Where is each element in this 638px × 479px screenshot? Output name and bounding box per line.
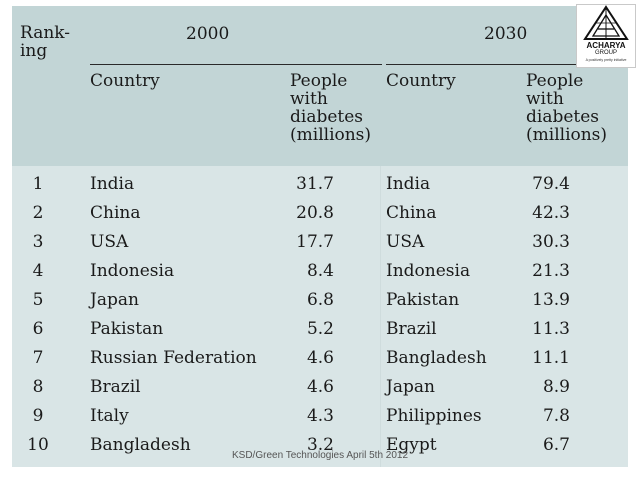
country-2000-cell: China bbox=[90, 203, 141, 223]
people-header-2000-line2: with bbox=[290, 89, 328, 109]
value-2000-cell: 4.6 bbox=[306, 348, 334, 368]
country-2030-cell: Bangladesh bbox=[386, 348, 487, 368]
ranking-header-line2: ing bbox=[20, 41, 48, 61]
ranking-header-line1: Rank- bbox=[20, 23, 71, 43]
value-2030-cell: 79.4 bbox=[532, 174, 570, 194]
country-2030-cell: India bbox=[386, 174, 431, 194]
rank-cell: 3 bbox=[32, 232, 44, 252]
country-2000-cell: Japan bbox=[90, 290, 139, 310]
people-header-2000-line1: People bbox=[290, 71, 348, 91]
country-2030-cell: Pakistan bbox=[386, 290, 460, 310]
slide-footer: KSD/Green Technologies April 5th 2012 bbox=[232, 450, 409, 461]
people-header-2030-line4: (millions) bbox=[526, 125, 608, 145]
value-2000-cell: 17.7 bbox=[296, 232, 334, 252]
country-2030-cell: Indonesia bbox=[386, 261, 471, 281]
rank-cell: 4 bbox=[32, 261, 44, 281]
rank-cell: 10 bbox=[27, 435, 49, 455]
value-2030-cell: 13.9 bbox=[532, 290, 570, 310]
country-header-2030: Country bbox=[386, 71, 456, 91]
year-2030-header: 2030 bbox=[484, 24, 528, 44]
rank-cell: 8 bbox=[32, 377, 44, 397]
country-header-2000: Country bbox=[90, 71, 160, 91]
rank-cell: 5 bbox=[32, 290, 44, 310]
table-header-band bbox=[12, 6, 628, 166]
column-separator bbox=[380, 166, 381, 467]
country-2030-cell: Brazil bbox=[386, 319, 437, 339]
value-2030-cell: 21.3 bbox=[532, 261, 570, 281]
people-header-2000-line3: diabetes bbox=[290, 107, 364, 127]
year-2000-header: 2000 bbox=[186, 24, 230, 44]
value-2030-cell: 11.3 bbox=[532, 319, 570, 339]
country-2000-cell: Pakistan bbox=[90, 319, 164, 339]
rank-cell: 1 bbox=[32, 174, 44, 194]
country-2030-cell: China bbox=[386, 203, 437, 223]
triangle-a-emblem-icon bbox=[583, 5, 629, 40]
value-2030-cell: 42.3 bbox=[532, 203, 570, 223]
country-2000-cell: Italy bbox=[90, 406, 129, 426]
logo-tagline: A positively pretty initiative bbox=[585, 58, 627, 62]
country-2000-cell: Russian Federation bbox=[90, 348, 257, 368]
value-2030-cell: 6.7 bbox=[542, 435, 570, 455]
value-2000-cell: 4.3 bbox=[306, 406, 334, 426]
value-2030-cell: 30.3 bbox=[532, 232, 570, 252]
value-2000-cell: 5.2 bbox=[306, 319, 334, 339]
country-2030-cell: Philippines bbox=[386, 406, 482, 426]
country-2030-cell: Egypt bbox=[386, 435, 437, 455]
value-2000-cell: 6.8 bbox=[306, 290, 334, 310]
value-2030-cell: 7.8 bbox=[542, 406, 570, 426]
value-2030-cell: 11.1 bbox=[532, 348, 570, 368]
people-header-2030-line2: with bbox=[526, 89, 564, 109]
logo-name: ACHARYA bbox=[586, 41, 626, 50]
country-2000-cell: Bangladesh bbox=[90, 435, 191, 455]
rank-cell: 6 bbox=[32, 319, 44, 339]
people-header-2030-line1: People bbox=[526, 71, 584, 91]
value-2000-cell: 8.4 bbox=[306, 261, 334, 281]
country-2000-cell: India bbox=[90, 174, 135, 194]
rule-2000-group bbox=[90, 64, 382, 65]
rule-2030-group bbox=[386, 64, 628, 65]
value-2030-cell: 8.9 bbox=[542, 377, 570, 397]
acharya-logo: ACHARYA GROUP A positively pretty initia… bbox=[576, 4, 636, 68]
logo-sub: GROUP bbox=[594, 50, 617, 56]
country-2000-cell: Brazil bbox=[90, 377, 141, 397]
value-2000-cell: 20.8 bbox=[296, 203, 334, 223]
country-2030-cell: USA bbox=[386, 232, 425, 252]
value-2000-cell: 3.2 bbox=[306, 435, 334, 455]
value-2000-cell: 4.6 bbox=[306, 377, 334, 397]
people-header-2000-line4: (millions) bbox=[290, 125, 372, 145]
country-2000-cell: USA bbox=[90, 232, 129, 252]
rank-cell: 9 bbox=[32, 406, 44, 426]
diabetes-ranking-table: Rank- ing 2000 2030 Country People with … bbox=[12, 6, 628, 467]
people-header-2030-line3: diabetes bbox=[526, 107, 600, 127]
value-2000-cell: 31.7 bbox=[296, 174, 334, 194]
country-2000-cell: Indonesia bbox=[90, 261, 175, 281]
rank-cell: 7 bbox=[32, 348, 44, 368]
rank-cell: 2 bbox=[32, 203, 44, 223]
country-2030-cell: Japan bbox=[386, 377, 435, 397]
